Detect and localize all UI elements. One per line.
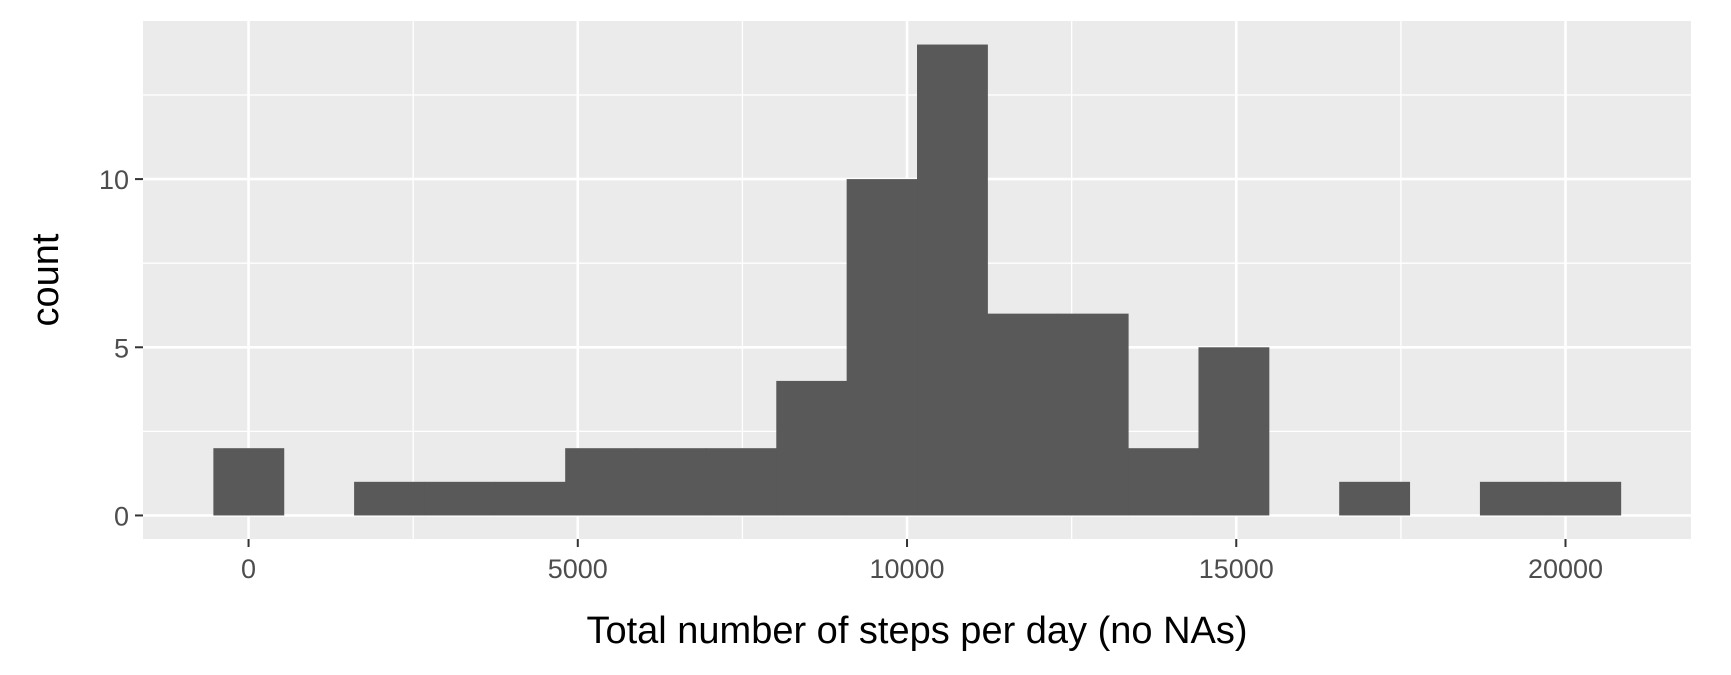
histogram-bar [354,481,425,516]
histogram-bar [1198,347,1270,516]
histogram-bar [987,313,1059,516]
histogram-bar [776,380,848,516]
histogram-bars [213,44,1622,516]
histogram-bar [1550,481,1622,516]
y-axis-title: count [25,233,67,326]
histogram-bar [213,448,285,516]
x-tick-label: 5000 [548,554,608,584]
histogram-bar [1479,481,1551,516]
histogram-bar [1128,448,1199,516]
histogram-bar [424,481,496,516]
x-tick-label: 20000 [1528,554,1603,584]
x-tick-label: 15000 [1199,554,1274,584]
histogram-bar [494,481,566,516]
x-tick-label: 0 [241,554,256,584]
x-tick-label: 10000 [869,554,944,584]
x-axis-title: Total number of steps per day (no NAs) [586,610,1247,652]
y-tick-label: 0 [114,501,129,531]
y-tick-label: 10 [99,165,129,195]
histogram-bar [917,44,988,516]
axes: 0 5000 10000 15000 20000 0 5 10 [99,165,1603,584]
histogram-bar [1339,481,1411,516]
histogram-bar [635,448,707,516]
histogram-bar [565,448,637,516]
histogram-bar [705,448,777,516]
histogram-bar [1057,313,1129,516]
histogram-bar [846,179,918,516]
y-tick-label: 5 [114,333,129,363]
